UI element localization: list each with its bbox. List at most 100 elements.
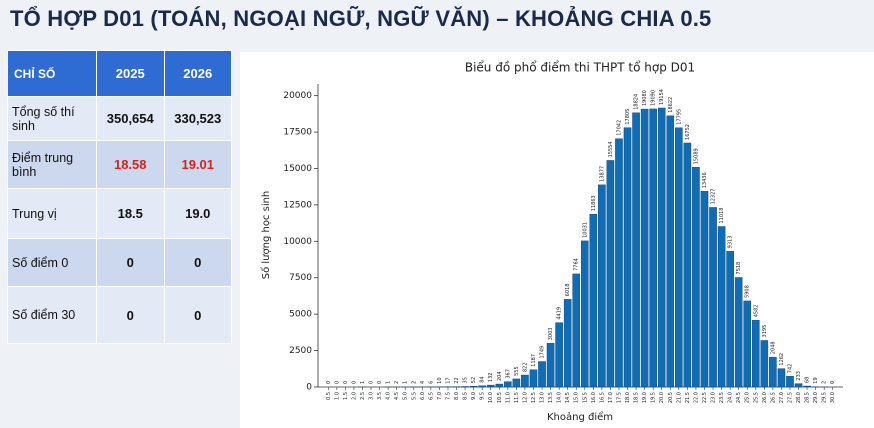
value-label: 367 bbox=[505, 369, 511, 379]
value-label: 555 bbox=[514, 366, 520, 376]
chart: Biểu đồ phổ điểm thi THPT tổ hợp D01 Kho… bbox=[240, 52, 874, 428]
cell: 0 bbox=[163, 238, 232, 287]
bar bbox=[580, 240, 589, 388]
y-tick-label: 5000 bbox=[289, 310, 312, 320]
x-tick-label: 28.0 bbox=[796, 392, 802, 403]
bar bbox=[546, 343, 555, 388]
value-label: 0 bbox=[326, 381, 332, 384]
bar bbox=[675, 127, 683, 388]
value-label: 6018 bbox=[565, 284, 571, 297]
bar bbox=[486, 384, 495, 388]
x-tick-label: 1.5 bbox=[343, 392, 349, 400]
x-tick-label: 4.0 bbox=[386, 392, 392, 400]
cell: 330,523 bbox=[163, 96, 232, 141]
value-label: 18622 bbox=[668, 97, 674, 113]
x-tick-label: 13.0 bbox=[540, 392, 546, 403]
y-axis-label: Số lượng học sinh bbox=[260, 191, 272, 280]
x-tick-label: 26.5 bbox=[770, 392, 776, 403]
value-label: 17805 bbox=[625, 109, 631, 125]
x-tick-label: 28.5 bbox=[805, 392, 811, 403]
bar bbox=[598, 184, 606, 388]
value-label: 822 bbox=[522, 362, 528, 372]
bar bbox=[615, 138, 623, 388]
x-tick-label: 11.0 bbox=[505, 392, 511, 403]
bar bbox=[563, 299, 572, 388]
bar bbox=[751, 320, 760, 388]
table-header: CHỈ SỐ 2025 2026 bbox=[7, 50, 232, 97]
bar bbox=[529, 369, 538, 388]
x-tick-label: 7.0 bbox=[437, 392, 443, 400]
row-label: Số điểm 30 bbox=[7, 286, 97, 344]
y-tick-label: 12500 bbox=[283, 200, 312, 210]
y-tick-label: 15000 bbox=[283, 164, 312, 174]
x-tick-label: 17.5 bbox=[616, 392, 622, 403]
x-tick-label: 4.5 bbox=[394, 392, 400, 400]
value-label: 1 bbox=[403, 381, 409, 384]
header-cell: CHỈ SỐ bbox=[7, 50, 97, 97]
x-tick-label: 29.0 bbox=[813, 392, 819, 403]
x-tick-label: 21.5 bbox=[685, 392, 691, 403]
value-label: 19 bbox=[813, 377, 819, 383]
value-label: 204 bbox=[497, 371, 503, 381]
x-tick-label: 29.5 bbox=[822, 392, 828, 403]
value-label: 17042 bbox=[616, 120, 622, 136]
x-tick-label: 2.5 bbox=[360, 392, 366, 400]
value-label: 10 bbox=[437, 377, 443, 383]
cell: 18.58 bbox=[96, 140, 165, 189]
bar bbox=[632, 112, 640, 388]
value-label: 19090 bbox=[651, 90, 657, 106]
y-tick-label: 17500 bbox=[283, 128, 312, 138]
value-label: 233 bbox=[796, 371, 802, 381]
x-tick-label: 25.5 bbox=[753, 392, 759, 403]
value-label: 0 bbox=[377, 381, 383, 384]
value-label: 52 bbox=[471, 377, 477, 383]
bar bbox=[657, 107, 666, 388]
x-tick-label: 19.5 bbox=[651, 392, 657, 403]
cell: 19.01 bbox=[163, 140, 232, 189]
bar bbox=[777, 368, 786, 388]
x-tick-label: 12.0 bbox=[522, 392, 528, 403]
row-label: Trung vị bbox=[7, 188, 97, 239]
value-label: 1 bbox=[386, 381, 392, 384]
value-label: 0 bbox=[830, 381, 836, 384]
bar bbox=[504, 381, 512, 388]
x-tick-label: 15.5 bbox=[582, 392, 588, 403]
x-tick-label: 30.0 bbox=[830, 392, 836, 403]
bar bbox=[649, 108, 657, 388]
x-tick-label: 2.0 bbox=[351, 392, 357, 400]
value-label: 84 bbox=[480, 376, 486, 382]
x-tick-label: 13.5 bbox=[548, 392, 554, 403]
table-row: Số điểm 0 0 0 bbox=[7, 238, 232, 287]
bar bbox=[495, 383, 504, 388]
y-tick-label: 0 bbox=[306, 383, 312, 393]
x-tick-label: 18.0 bbox=[625, 392, 631, 403]
bar bbox=[521, 374, 529, 388]
x-tick-label: 16.0 bbox=[591, 392, 597, 403]
bar bbox=[683, 142, 692, 388]
cell: 0 bbox=[96, 286, 165, 344]
value-label: 1 bbox=[360, 381, 366, 384]
value-label: 0 bbox=[351, 381, 357, 384]
value-label: 11863 bbox=[591, 195, 597, 211]
x-tick-label: 11.5 bbox=[514, 392, 520, 403]
x-tick-label: 18.5 bbox=[634, 392, 640, 403]
x-tick-label: 14.5 bbox=[565, 392, 571, 403]
value-label: 13877 bbox=[599, 166, 605, 182]
value-label: 17795 bbox=[676, 109, 682, 125]
value-label: 2 bbox=[394, 381, 400, 384]
y-tick-label: 10000 bbox=[283, 237, 312, 247]
x-tick-label: 15.0 bbox=[574, 392, 580, 403]
x-tick-label: 27.0 bbox=[779, 392, 785, 403]
row-label: Tổng số thí sinh bbox=[7, 96, 97, 141]
bar bbox=[794, 383, 803, 388]
bar bbox=[640, 108, 649, 388]
x-tick-label: 19.0 bbox=[642, 392, 648, 403]
x-tick-label: 17.0 bbox=[608, 392, 614, 403]
x-tick-label: 1.0 bbox=[334, 392, 340, 400]
value-label: 4419 bbox=[557, 307, 563, 320]
bar bbox=[786, 375, 794, 388]
table-row: Trung vị 18.5 19.0 bbox=[7, 188, 232, 239]
bar bbox=[512, 378, 521, 388]
bar bbox=[469, 386, 478, 388]
